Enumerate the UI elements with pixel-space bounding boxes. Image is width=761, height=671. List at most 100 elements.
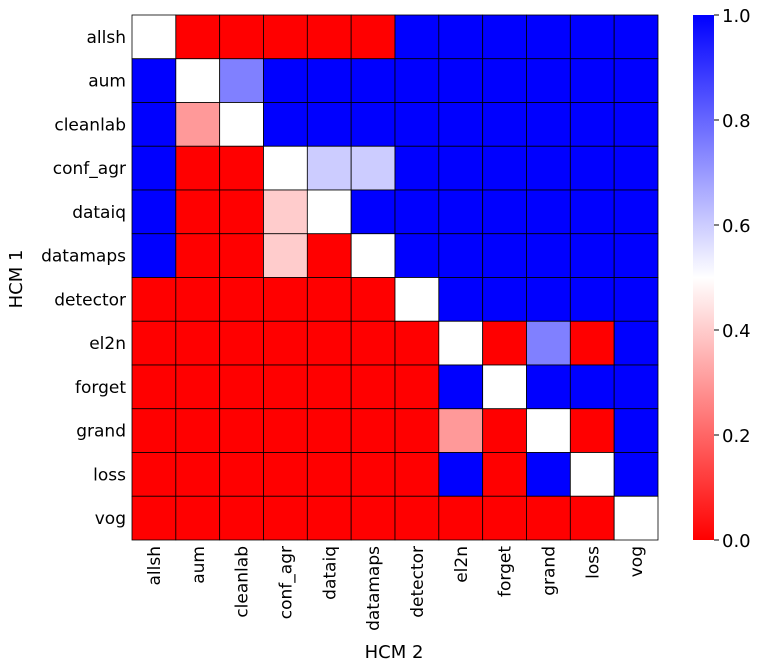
heatmap-cell-forget-el2n — [438, 364, 484, 410]
heatmap-cell-cleanlab-datamaps — [350, 102, 396, 147]
x-tick-label-datamaps: datamaps — [364, 546, 384, 631]
x-tick-label-el2n: el2n — [452, 546, 472, 583]
heatmap-cell-aum-grand — [526, 58, 571, 103]
x-tick-label-dataiq: dataiq — [320, 546, 340, 600]
heatmap-cell-datamaps-dataiq — [306, 233, 352, 278]
heatmap-cell-aum-loss — [569, 58, 615, 103]
heatmap-cell-grand-loss — [569, 408, 615, 453]
heatmap-cell-vog-datamaps — [350, 495, 396, 541]
heatmap-cell-grand-grand — [526, 408, 571, 453]
heatmap-cell-cleanlab-dataiq — [306, 102, 352, 147]
heatmap-cell-allsh-conf_agr — [263, 14, 308, 60]
x-tick-label-aum: aum — [189, 546, 209, 584]
y-tick-label-detector: detector — [54, 290, 126, 310]
heatmap-cell-datamaps-el2n — [438, 233, 484, 278]
heatmap-cell-datamaps-cleanlab — [219, 233, 264, 278]
heatmap-cell-detector-dataiq — [306, 277, 352, 322]
heatmap-cell-datamaps-allsh — [131, 233, 177, 278]
heatmap-cell-loss-datamaps — [350, 452, 396, 497]
heatmap-cell-cleanlab-el2n — [438, 102, 484, 147]
heatmap-cell-datamaps-aum — [175, 233, 221, 278]
heatmap-cell-aum-cleanlab — [219, 58, 264, 103]
heatmap-cell-loss-vog — [613, 452, 659, 497]
heatmap-cell-allsh-grand — [526, 14, 571, 60]
colorbar-tick-label: 0.6 — [722, 216, 751, 237]
heatmap-cell-loss-forget — [482, 452, 527, 497]
x-tick-label-forget: forget — [496, 546, 516, 597]
heatmap-cell-aum-allsh — [131, 58, 177, 103]
heatmap-cell-vog-loss — [569, 495, 615, 541]
heatmap-cell-vog-cleanlab — [219, 495, 264, 541]
heatmap-cell-forget-conf_agr — [263, 364, 308, 410]
heatmap-cell-loss-cleanlab — [219, 452, 264, 497]
heatmap-cell-datamaps-vog — [613, 233, 659, 278]
heatmap-cell-dataiq-vog — [613, 189, 659, 235]
heatmap-cell-dataiq-dataiq — [306, 189, 352, 235]
heatmap-cell-cleanlab-cleanlab — [219, 102, 264, 147]
heatmap-cell-conf_agr-detector — [394, 145, 440, 191]
heatmap-cell-allsh-allsh — [131, 14, 177, 60]
heatmap-cell-allsh-vog — [613, 14, 659, 60]
heatmap-cell-vog-forget — [482, 495, 527, 541]
heatmap-cell-el2n-aum — [175, 320, 221, 366]
colorbar-ticks: 0.0 0.2 0.4 0.6 0.8 1.0 — [714, 6, 751, 552]
y-tick-label-cleanlab: cleanlab — [54, 115, 126, 135]
heatmap-cell-conf_agr-el2n — [438, 145, 484, 191]
y-tick-label-vog: vog — [95, 509, 126, 529]
heatmap-cell-loss-loss — [569, 452, 615, 497]
heatmap-cell-allsh-dataiq — [306, 14, 352, 60]
heatmap-cell-grand-el2n — [438, 408, 484, 453]
x-tick-label-grand: grand — [539, 546, 559, 596]
y-tick-label-dataiq: dataiq — [72, 203, 126, 223]
heatmap-cell-vog-conf_agr — [263, 495, 308, 541]
heatmap-cell-dataiq-loss — [569, 189, 615, 235]
x-axis-title: HCM 2 — [365, 642, 424, 663]
heatmap-cell-conf_agr-dataiq — [306, 145, 352, 191]
y-tick-label-aum: aum — [88, 72, 126, 92]
heatmap-cell-aum-dataiq — [306, 58, 352, 103]
heatmap-cell-cleanlab-detector — [394, 102, 440, 147]
heatmap-cell-datamaps-conf_agr — [263, 233, 308, 278]
heatmap-cell-detector-datamaps — [350, 277, 396, 322]
colorbar — [693, 15, 714, 540]
heatmap-cell-el2n-vog — [613, 320, 659, 366]
heatmap-cell-conf_agr-datamaps — [350, 145, 396, 191]
heatmap-cell-vog-el2n — [438, 495, 484, 541]
heatmap-cell-allsh-detector — [394, 14, 440, 60]
heatmap-cell-detector-grand — [526, 277, 571, 322]
x-tick-label-detector: detector — [408, 546, 428, 618]
heatmap-cell-forget-forget — [482, 364, 527, 410]
heatmap-cell-cleanlab-conf_agr — [263, 102, 308, 147]
heatmap-cell-aum-aum — [175, 58, 221, 103]
heatmap-cell-detector-el2n — [438, 277, 484, 322]
heatmap-cell-dataiq-forget — [482, 189, 527, 235]
heatmap-cell-el2n-cleanlab — [219, 320, 264, 366]
heatmap-cell-dataiq-conf_agr — [263, 189, 308, 235]
y-tick-label-allsh: allsh — [87, 28, 127, 48]
heatmap-cell-datamaps-grand — [526, 233, 571, 278]
heatmap-cell-grand-detector — [394, 408, 440, 453]
heatmap-cell-loss-el2n — [438, 452, 484, 497]
heatmap-cell-aum-forget — [482, 58, 527, 103]
heatmap-cell-vog-dataiq — [306, 495, 352, 541]
heatmap-cell-grand-conf_agr — [263, 408, 308, 453]
heatmap-cell-detector-forget — [482, 277, 527, 322]
heatmap-cell-el2n-grand — [526, 320, 571, 366]
heatmap-cell-forget-dataiq — [306, 364, 352, 410]
heatmap-cell-loss-allsh — [131, 452, 177, 497]
heatmap-cell-grand-forget — [482, 408, 527, 453]
heatmap-cell-dataiq-allsh — [131, 189, 177, 235]
heatmap-cell-aum-datamaps — [350, 58, 396, 103]
heatmap-cell-forget-vog — [613, 364, 659, 410]
x-tick-labels: allsh aum cleanlab conf_agr dataiq datamaps de… — [145, 546, 647, 631]
heatmap-cell-el2n-dataiq — [306, 320, 352, 366]
heatmap-cell-conf_agr-loss — [569, 145, 615, 191]
heatmap-cell-dataiq-cleanlab — [219, 189, 264, 235]
y-tick-label-conf_agr: conf_agr — [53, 159, 126, 179]
heatmap-cell-allsh-el2n — [438, 14, 484, 60]
heatmap-cell-loss-grand — [526, 452, 571, 497]
heatmap-cell-conf_agr-aum — [175, 145, 221, 191]
heatmap-cell-el2n-allsh — [131, 320, 177, 366]
heatmap-cell-forget-loss — [569, 364, 615, 410]
